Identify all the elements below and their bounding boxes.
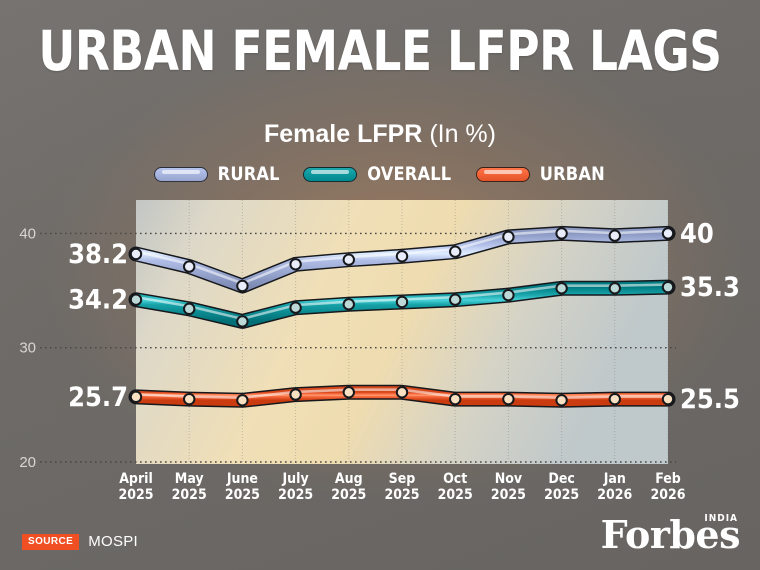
data-point[interactable] — [236, 279, 249, 293]
source-name: MOSPI — [88, 533, 139, 550]
x-axis-tick-month: Dec — [548, 471, 574, 487]
legend-swatch-urban-icon — [475, 166, 530, 182]
data-point[interactable] — [129, 247, 143, 261]
x-axis-tick-month: April — [119, 471, 153, 487]
legend-swatch-rural-icon — [153, 166, 208, 182]
data-point[interactable] — [129, 293, 143, 306]
page-title: URBAN FEMALE LFPR LAGS — [38, 19, 722, 83]
data-point[interactable] — [289, 388, 302, 401]
source-badge: SOURCE — [22, 533, 80, 550]
brand-india-label: INDIA — [704, 513, 738, 524]
forbes-india-logo: INDIA Forbes — [601, 513, 741, 554]
data-point[interactable] — [183, 392, 196, 406]
x-axis-tick-year: 2025 — [172, 487, 207, 503]
x-axis-tick-year: 2025 — [438, 487, 473, 503]
x-axis-tick-month: July — [282, 471, 309, 487]
legend-label-rural: RURAL — [217, 163, 280, 185]
data-point[interactable] — [289, 301, 302, 314]
legend-item-overall: OVERALL — [303, 163, 454, 185]
data-point[interactable] — [502, 392, 515, 406]
data-point[interactable] — [608, 282, 621, 295]
x-axis-tick-month: Feb — [655, 471, 681, 487]
x-axis-tick-month: June — [226, 471, 258, 487]
series-end-label-rural: 40 — [680, 218, 714, 249]
x-axis-tick-year: 2026 — [597, 487, 632, 503]
brand-forbes-label: Forbes — [600, 512, 741, 557]
x-axis-tick-month: Aug — [335, 471, 363, 487]
x-axis-tick-year: 2025 — [544, 487, 579, 503]
series-rural — [128, 225, 676, 294]
data-point[interactable] — [661, 392, 675, 406]
data-point[interactable] — [129, 390, 143, 404]
data-point[interactable] — [555, 282, 568, 295]
series-start-label-rural: 38.2 — [68, 239, 128, 270]
chart-subtitle: Female LFPR (In %) — [0, 119, 760, 149]
line-chart: 20 30 40 38.2 34.2 25.7 40 35.3 25.5 April 2025 May… — [0, 200, 760, 510]
series-urban — [128, 384, 676, 408]
series-overall — [128, 279, 676, 329]
data-point[interactable] — [502, 288, 515, 302]
chart-legend: RURAL OVERALL URBAN — [0, 163, 760, 185]
data-point[interactable] — [661, 227, 675, 240]
series-end-label-overall: 35.3 — [680, 272, 740, 303]
data-point[interactable] — [608, 229, 621, 242]
series-end-label-urban: 25.5 — [680, 384, 740, 415]
series-start-label-overall: 34.2 — [68, 285, 128, 316]
data-point[interactable] — [449, 392, 462, 406]
data-point[interactable] — [661, 280, 675, 294]
legend-label-urban: URBAN — [539, 163, 605, 185]
chart-subtitle-unit: (In %) — [429, 120, 496, 148]
x-axis-tick-month: May — [175, 471, 204, 487]
x-axis-tick-month: Nov — [495, 471, 523, 487]
data-point[interactable] — [183, 302, 196, 316]
data-point[interactable] — [395, 250, 409, 263]
data-point[interactable] — [236, 315, 249, 328]
data-point[interactable] — [236, 394, 249, 407]
x-axis-tick-year: 2025 — [384, 487, 419, 503]
legend-label-overall: OVERALL — [367, 163, 452, 185]
x-axis-tick-year: 2025 — [225, 487, 260, 503]
legend-item-rural: RURAL — [153, 163, 281, 185]
data-point[interactable] — [449, 245, 462, 258]
plot-area-background — [136, 200, 668, 464]
x-axis-tick-year: 2026 — [650, 487, 685, 503]
chart-subtitle-main: Female LFPR — [263, 120, 430, 148]
source-row: SOURCE MOSPI — [22, 533, 138, 550]
legend-item-urban: URBAN — [475, 163, 607, 185]
y-axis-tick: 30 — [19, 340, 36, 357]
chart-svg: 20304038.234.225.74035.325.5April2025May… — [19, 200, 740, 503]
data-point[interactable] — [342, 253, 355, 266]
x-axis-tick-month: Sep — [389, 471, 416, 487]
data-point[interactable] — [183, 260, 196, 273]
data-point[interactable] — [449, 293, 462, 306]
x-axis-tick-year: 2025 — [118, 487, 153, 503]
y-axis-tick: 40 — [19, 225, 36, 242]
data-point[interactable] — [555, 227, 568, 240]
x-axis-tick-month: Oct — [443, 471, 467, 487]
x-axis-tick-year: 2025 — [278, 487, 313, 503]
legend-swatch-overall-icon — [303, 166, 358, 182]
data-point[interactable] — [395, 295, 409, 309]
data-point[interactable] — [289, 258, 302, 271]
data-point[interactable] — [608, 392, 621, 406]
data-point[interactable] — [502, 230, 515, 244]
x-axis-tick-year: 2025 — [331, 487, 366, 503]
x-axis-tick-month: Jan — [603, 471, 626, 487]
data-point[interactable] — [342, 298, 355, 311]
y-axis-tick: 20 — [19, 454, 36, 471]
data-point[interactable] — [342, 386, 355, 399]
data-point[interactable] — [395, 386, 409, 399]
x-axis-tick-year: 2025 — [491, 487, 526, 503]
data-point[interactable] — [555, 394, 568, 407]
series-start-label-urban: 25.7 — [68, 382, 128, 413]
